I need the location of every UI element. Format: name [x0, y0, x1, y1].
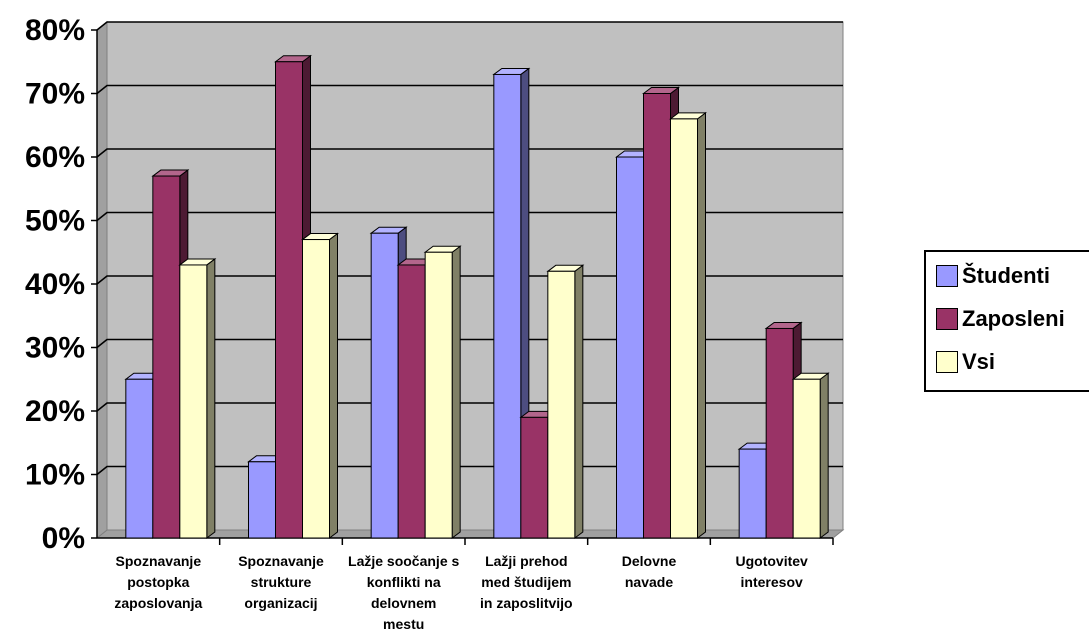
y-tick-label: 50% — [25, 205, 85, 238]
legend-swatch-zaposleni — [936, 308, 958, 330]
legend-label-vsi: Vsi — [962, 349, 996, 374]
gridline — [96, 84, 843, 95]
bar — [670, 118, 698, 539]
bar — [370, 232, 399, 539]
legend-swatch-vsi — [936, 351, 958, 373]
x-tick-label: Spoznavanje postopka zaposlovanja — [114, 553, 202, 611]
y-tick-label: 0% — [42, 522, 85, 555]
bar — [520, 416, 549, 539]
bar — [125, 378, 154, 539]
legend-swatch-studenti — [936, 265, 958, 287]
bar — [248, 461, 276, 539]
y-tick-label: 70% — [25, 78, 85, 111]
bar-side — [329, 232, 338, 539]
bar-side — [819, 372, 829, 539]
x-tick-label: Spoznavanje strukture organizacij — [238, 553, 324, 611]
bar — [397, 264, 426, 539]
y-tick-label: 80% — [25, 14, 85, 47]
x-tick-label: Lažje soočanje s konflikti na delovnem mest… — [348, 553, 459, 632]
legend-item-zaposleni: Zaposleni — [936, 305, 1065, 333]
x-tick-label: Lažji prehod med študijem in zaposlitvijo — [480, 553, 573, 611]
gridline — [96, 21, 843, 31]
legend-item-vsi: Vsi — [936, 348, 995, 376]
y-tick-label: 10% — [25, 459, 85, 492]
gridline — [96, 275, 843, 285]
chart-legend: Študenti Zaposleni Vsi — [924, 250, 1089, 392]
gridline — [96, 338, 843, 349]
bar — [765, 327, 794, 539]
y-tick-label: 60% — [25, 141, 85, 174]
bar — [179, 264, 208, 539]
bar-side — [451, 245, 461, 539]
bar — [275, 61, 303, 539]
bar — [302, 239, 330, 539]
bar-side — [206, 257, 216, 539]
bar — [547, 270, 576, 539]
gridline — [96, 402, 843, 412]
bar-side — [574, 264, 584, 539]
bar — [792, 378, 821, 539]
legend-label-zaposleni: Zaposleni — [962, 306, 1065, 331]
bar — [643, 93, 671, 539]
bar — [152, 175, 181, 539]
x-tick-label: Ugotovitev interesov — [735, 553, 808, 590]
bar — [738, 448, 767, 539]
bar-side — [697, 111, 706, 539]
y-tick-label: 40% — [25, 268, 85, 301]
legend-label-studenti: Študenti — [962, 263, 1050, 288]
gridline — [96, 465, 843, 476]
bar — [493, 73, 522, 539]
y-tick-label: 30% — [25, 332, 85, 365]
gridline — [96, 148, 843, 158]
y-tick-label: 20% — [25, 395, 85, 428]
bar — [424, 251, 453, 539]
bar — [616, 156, 644, 539]
x-tick-label: Delovne navade — [622, 553, 677, 590]
legend-item-studenti: Študenti — [936, 262, 1050, 290]
gridline — [96, 211, 843, 222]
